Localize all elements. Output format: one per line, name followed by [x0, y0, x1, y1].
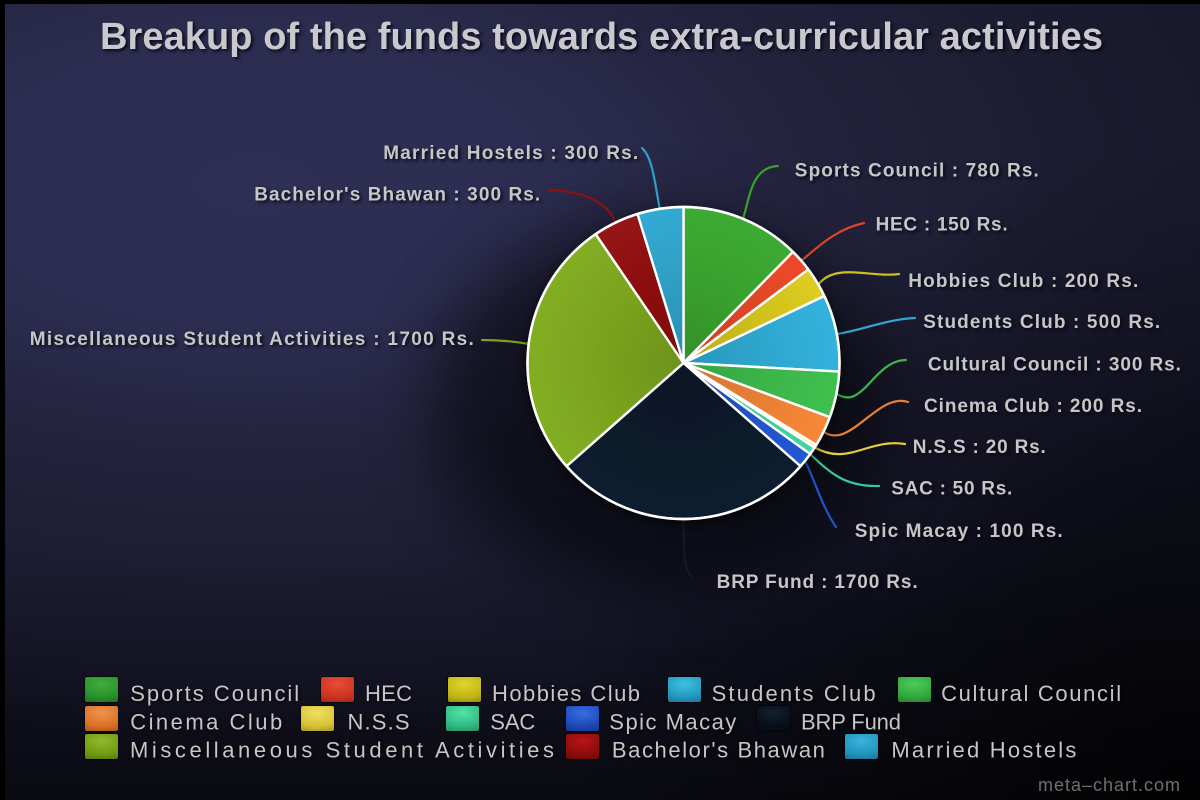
svg-text:Students Club: Students Club — [712, 681, 876, 706]
svg-text:BRP Fund : 1700 Rs.: BRP Fund : 1700 Rs. — [717, 572, 918, 593]
svg-text:Bachelor's Bhawan: Bachelor's Bhawan — [612, 737, 825, 762]
svg-text:BRP Fund: BRP Fund — [801, 709, 901, 734]
svg-text:Students Club : 500 Rs.: Students Club : 500 Rs. — [923, 312, 1160, 333]
svg-text:SAC : 50 Rs.: SAC : 50 Rs. — [891, 479, 1012, 500]
svg-text:Cinema Club : 200 Rs.: Cinema Club : 200 Rs. — [924, 396, 1142, 417]
svg-text:Breakup of the funds towards e: Breakup of the funds towards extra-curri… — [100, 16, 1103, 58]
svg-text:SAC: SAC — [490, 709, 535, 734]
svg-text:Married Hostels: Married Hostels — [891, 737, 1076, 762]
svg-text:Miscellaneous Student Activiti: Miscellaneous Student Activities — [130, 737, 554, 762]
svg-text:HEC: HEC — [365, 681, 412, 706]
svg-text:Spic Macay : 100 Rs.: Spic Macay : 100 Rs. — [855, 521, 1063, 542]
svg-text:Sports Council : 780 Rs.: Sports Council : 780 Rs. — [795, 161, 1039, 182]
svg-text:N.S.S : 20 Rs.: N.S.S : 20 Rs. — [913, 437, 1046, 458]
svg-text:Hobbies Club : 200 Rs.: Hobbies Club : 200 Rs. — [908, 271, 1138, 292]
svg-text:Miscellaneous Student Activiti: Miscellaneous Student Activities : 1700 … — [30, 329, 474, 350]
svg-text:Cultural Council : 300 Rs.: Cultural Council : 300 Rs. — [928, 355, 1181, 376]
svg-text:Married Hostels : 300 Rs.: Married Hostels : 300 Rs. — [383, 143, 638, 164]
svg-text:Spic Macay: Spic Macay — [609, 709, 736, 734]
svg-text:Cultural Council: Cultural Council — [941, 681, 1121, 706]
svg-text:Sports Council: Sports Council — [130, 681, 299, 706]
svg-text:N.S.S: N.S.S — [348, 709, 410, 734]
svg-text:Bachelor's Bhawan : 300 Rs.: Bachelor's Bhawan : 300 Rs. — [254, 185, 540, 206]
svg-text:meta–chart.com: meta–chart.com — [1038, 775, 1180, 795]
svg-text:HEC : 150 Rs.: HEC : 150 Rs. — [876, 215, 1008, 236]
svg-text:Hobbies Club: Hobbies Club — [492, 681, 640, 706]
svg-text:Cinema Club: Cinema Club — [130, 709, 282, 734]
